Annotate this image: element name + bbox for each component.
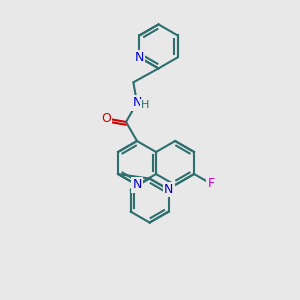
Text: N: N: [132, 96, 142, 110]
Text: N: N: [135, 51, 144, 64]
Text: O: O: [101, 112, 111, 125]
Text: N: N: [132, 178, 142, 191]
Text: N: N: [164, 183, 173, 196]
Text: H: H: [141, 100, 149, 110]
Text: F: F: [208, 177, 215, 190]
